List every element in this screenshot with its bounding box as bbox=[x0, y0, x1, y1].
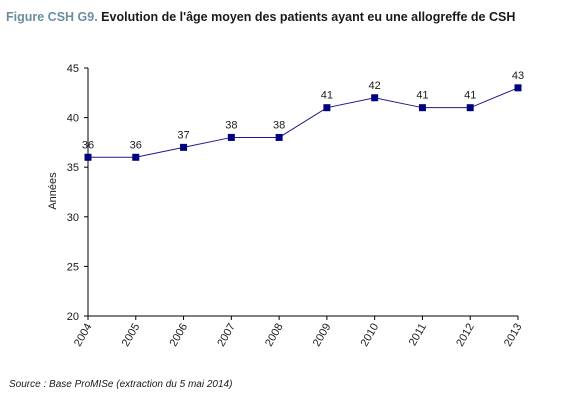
series: 36 36 37 38 38 41 42 41 41 43 bbox=[82, 70, 524, 161]
data-point bbox=[466, 104, 474, 112]
data-label: 41 bbox=[321, 90, 333, 102]
source-note: Source : Base ProMISe (extraction du 5 m… bbox=[9, 379, 233, 390]
x-axis: 2004 2005 2006 2007 2008 2009 2010 2011 2012 2013 bbox=[72, 315, 525, 349]
x-tick-label: 2010 bbox=[359, 322, 382, 349]
data-label: 38 bbox=[273, 119, 285, 131]
data-point bbox=[180, 143, 188, 151]
y-tick-label: 35 bbox=[67, 162, 79, 174]
data-label: 41 bbox=[416, 90, 428, 102]
y-tick-label: 40 bbox=[67, 113, 79, 125]
data-point bbox=[323, 104, 331, 112]
data-point bbox=[227, 133, 235, 141]
data-point bbox=[514, 84, 522, 92]
data-label: 36 bbox=[130, 139, 142, 151]
x-tick-label: 2013 bbox=[502, 322, 525, 349]
data-point bbox=[418, 104, 426, 112]
line-chart: 20 25 30 35 40 45 2004 2005 2006 2007 2008 2009 201… bbox=[47, 63, 525, 349]
y-axis-title: Années bbox=[47, 172, 59, 210]
x-tick-label: 2007 bbox=[215, 322, 238, 349]
data-label: 36 bbox=[82, 139, 94, 151]
series-line bbox=[88, 87, 519, 158]
data-label: 43 bbox=[512, 70, 524, 82]
x-tick-label: 2011 bbox=[407, 322, 429, 348]
x-tick-label: 2008 bbox=[263, 322, 286, 349]
data-point bbox=[371, 94, 379, 102]
y-tick-label: 20 bbox=[67, 311, 79, 323]
x-tick-label: 2012 bbox=[454, 322, 477, 349]
x-tick-label: 2004 bbox=[72, 322, 95, 349]
data-label: 37 bbox=[177, 129, 189, 141]
figure-title: Figure CSH G9. Evolution de l'âge moyen … bbox=[6, 10, 586, 24]
data-label: 42 bbox=[369, 80, 381, 92]
x-tick-label: 2006 bbox=[168, 322, 191, 349]
data-label: 41 bbox=[464, 90, 476, 102]
data-point bbox=[275, 133, 283, 141]
data-point bbox=[132, 153, 140, 161]
y-tick-label: 30 bbox=[67, 212, 79, 224]
data-label: 38 bbox=[225, 119, 237, 131]
y-axis: 20 25 30 35 40 45 bbox=[67, 63, 89, 323]
x-tick-label: 2005 bbox=[120, 322, 143, 349]
x-tick-label: 2009 bbox=[311, 322, 334, 349]
figure-label: Figure CSH G9. bbox=[6, 10, 98, 24]
y-tick-label: 45 bbox=[67, 63, 79, 75]
chart-title: Evolution de l'âge moyen des patients ay… bbox=[101, 10, 516, 24]
data-point bbox=[84, 153, 92, 161]
y-tick-label: 25 bbox=[67, 261, 79, 273]
